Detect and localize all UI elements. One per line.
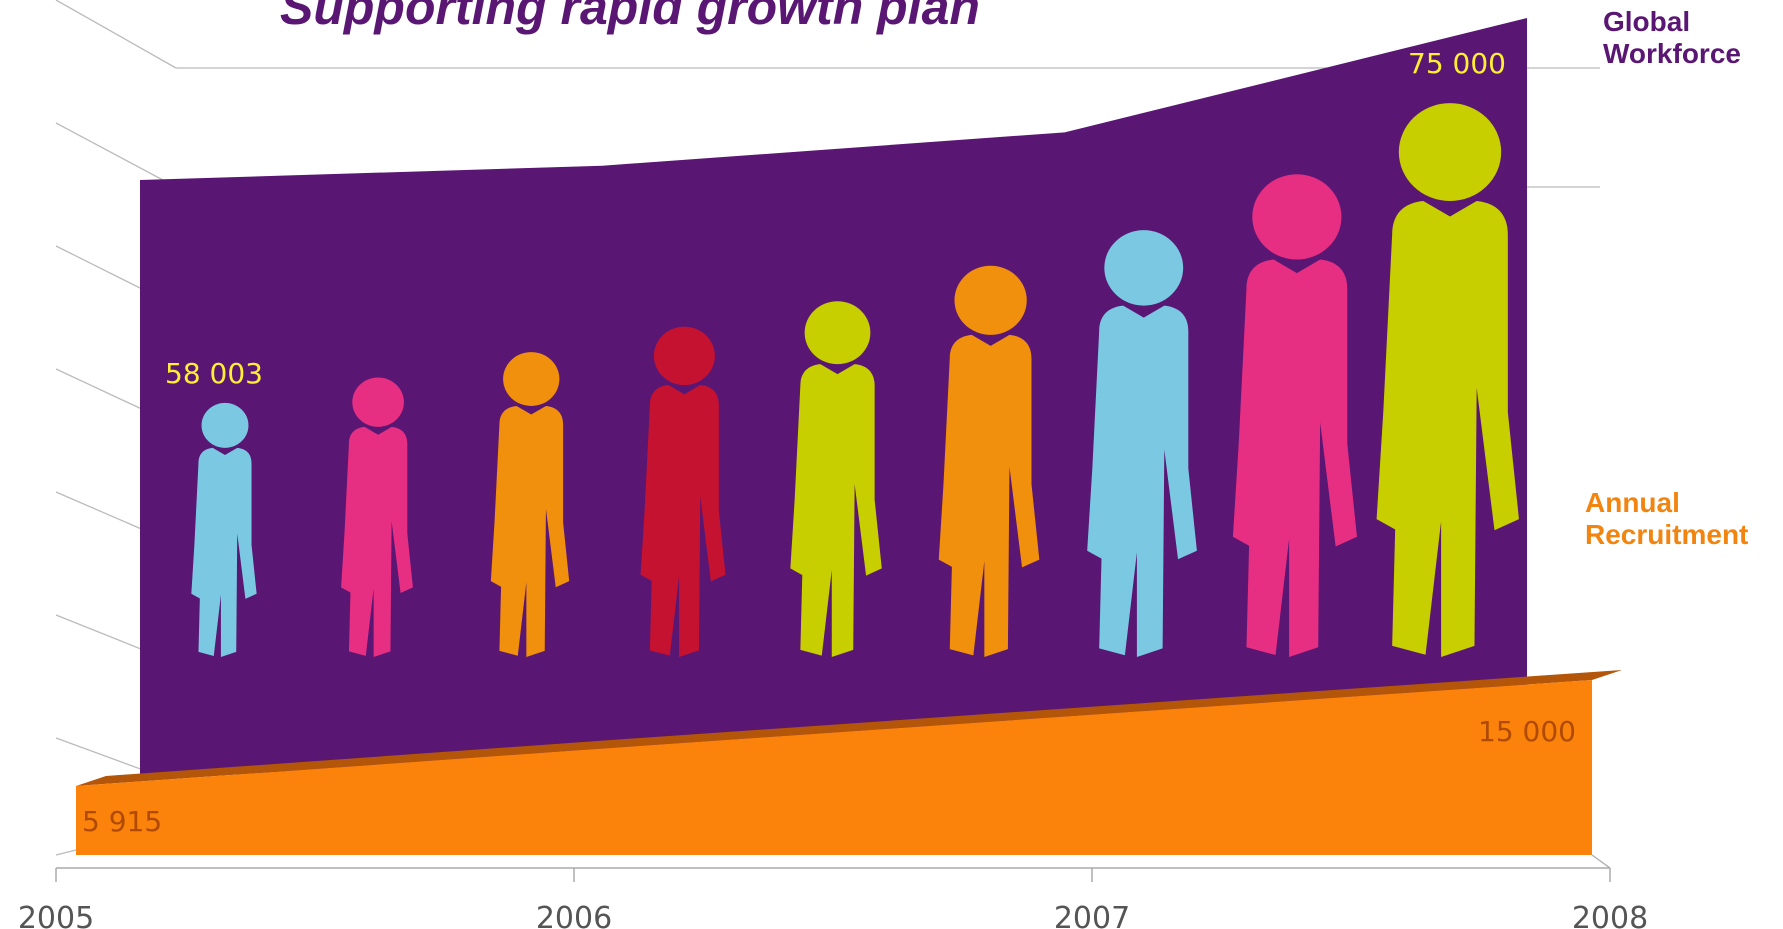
- person-head: [653, 326, 715, 386]
- person-body: [1376, 200, 1519, 657]
- person-figure: [1232, 174, 1357, 657]
- x-axis: 2005 2006 2007 2008: [18, 849, 1648, 929]
- person-head: [352, 377, 404, 427]
- global-workforce-start-label: 58 003: [165, 357, 263, 390]
- person-body: [938, 334, 1040, 657]
- legend-annual-recruitment: Annual Recruitment: [1585, 487, 1748, 551]
- person-head: [954, 265, 1027, 335]
- x-tick-label: 2005: [18, 901, 94, 929]
- annual-recruitment-area-shape: [76, 680, 1592, 855]
- annual-recruitment-area: [76, 670, 1622, 855]
- floor-edge: [1591, 854, 1611, 869]
- person-figure: [790, 301, 882, 657]
- legend-global-workforce: Global Workforce: [1603, 6, 1741, 70]
- person-body: [341, 426, 413, 657]
- data-labels: 58 003 75 000 5 915 15 000: [82, 47, 1576, 838]
- legend-global-line2: Workforce: [1603, 38, 1741, 69]
- person-head: [1252, 174, 1342, 260]
- depth-gridline: [55, 0, 177, 69]
- person-head: [201, 402, 249, 448]
- annual-recruitment-start-label: 5 915: [82, 805, 162, 838]
- person-head: [1398, 103, 1502, 201]
- legend-annual-line2: Recruitment: [1585, 519, 1749, 550]
- x-tick-label: 2007: [1054, 901, 1130, 929]
- depth-gridline: [55, 122, 177, 188]
- legend-global-line1: Global: [1603, 6, 1691, 37]
- person-head: [1104, 230, 1184, 306]
- floor-line: [55, 849, 77, 856]
- person-figure: [640, 326, 726, 657]
- people-figures: [191, 103, 1519, 657]
- person-body: [640, 385, 726, 657]
- person-body: [1087, 305, 1197, 657]
- person-head: [503, 352, 560, 406]
- person-figure: [490, 352, 570, 657]
- person-body: [1232, 259, 1357, 657]
- x-tick-label: 2008: [1572, 901, 1648, 929]
- person-figure: [938, 265, 1040, 657]
- legend-annual-line1: Annual: [1585, 487, 1680, 518]
- person-body: [490, 405, 570, 657]
- chart-title: Supporting rapid growth plan: [280, 0, 980, 35]
- person-body: [191, 447, 257, 657]
- global-workforce-end-label: 75 000: [1408, 47, 1506, 80]
- x-tick-label: 2006: [536, 901, 612, 929]
- person-head: [804, 301, 871, 365]
- annual-recruitment-end-label: 15 000: [1478, 715, 1576, 748]
- person-body: [790, 364, 882, 657]
- person-figure: [341, 377, 413, 657]
- person-figure: [1087, 230, 1197, 657]
- person-figure: [191, 402, 257, 657]
- person-figure: [1376, 103, 1519, 657]
- annual-recruitment-top-face: [76, 670, 1622, 786]
